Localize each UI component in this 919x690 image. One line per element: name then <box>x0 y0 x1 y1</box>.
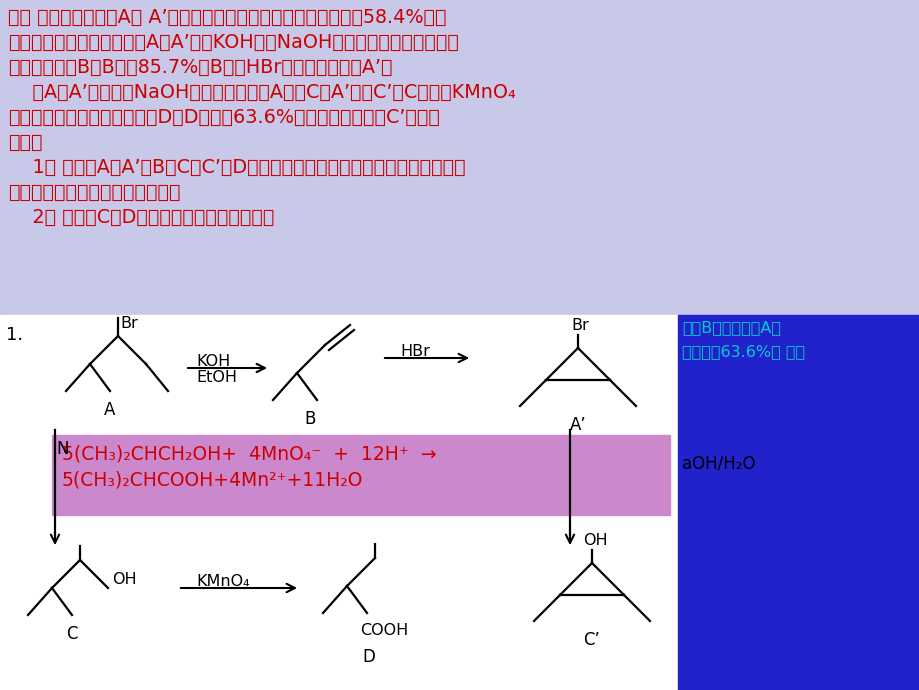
Text: KMnO₄: KMnO₄ <box>196 574 249 589</box>
Text: 1． 试写出A、A’、B、C、C’、D的结构简式，并据此画一框图，表示它们之: 1． 试写出A、A’、B、C、C’、D的结构简式，并据此画一框图，表示它们之 <box>8 158 465 177</box>
Text: 5(CH₃)₂CHCOOH+4Mn²⁺+11H₂O: 5(CH₃)₂CHCOOH+4Mn²⁺+11H₂O <box>62 471 363 490</box>
Text: 氧化。: 氧化。 <box>8 133 42 152</box>
Text: COOH: COOH <box>359 623 408 638</box>
Text: 2． 试写出C～D的氧化反应的离子方程式。: 2． 试写出C～D的氧化反应的离子方程式。 <box>8 208 274 227</box>
Text: 间的联系，但是不必写反应条件。: 间的联系，但是不必写反应条件。 <box>8 183 180 202</box>
Text: D: D <box>362 648 375 666</box>
Text: N: N <box>56 440 68 458</box>
Text: 氢含量为63.6%， 符合: 氢含量为63.6%， 符合 <box>681 344 804 359</box>
Text: 5(CH₃)₂CHCH₂OH+  4MnO₄⁻  +  12H⁺  →: 5(CH₃)₂CHCH₂OH+ 4MnO₄⁻ + 12H⁺ → <box>62 444 437 463</box>
Text: C’: C’ <box>583 631 600 649</box>
Text: aOH/H₂O: aOH/H₂O <box>681 455 754 473</box>
Text: B: B <box>304 410 315 428</box>
Text: C: C <box>66 625 78 643</box>
Bar <box>677 315 919 690</box>
Text: OH: OH <box>112 573 137 587</box>
Text: HBr: HBr <box>400 344 429 359</box>
Text: Br: Br <box>571 318 588 333</box>
Text: 三． 两个有机化合物A和 A’，互为同分异构体，其元素分析都含源58.4%（其: 三． 两个有机化合物A和 A’，互为同分异构体，其元素分析都含源58.4%（其 <box>8 8 446 27</box>
Text: 酸性溶液氧化得到酸性化合物D，D中含硩63.6%；而在同样条件下C’却不被: 酸性溶液氧化得到酸性化合物D，D中含硩63.6%；而在同样条件下C’却不被 <box>8 108 439 127</box>
Text: EtOH: EtOH <box>196 370 237 385</box>
Text: 到气态化合物B，B含硩85.7%。B跟浓HBr作用得到化合物A’。: 到气态化合物B，B含硩85.7%。B跟浓HBr作用得到化合物A’。 <box>8 58 392 77</box>
Text: OH: OH <box>583 533 607 548</box>
Bar <box>0 315 677 690</box>
Text: A: A <box>104 401 116 419</box>
Bar <box>52 435 669 515</box>
Text: 将A、A’分别跟稀NaOH溶液微微加热，A得到C；A’得到C’。C可以被KMnO₄: 将A、A’分别跟稀NaOH溶液微微加热，A得到C；A’得到C’。C可以被KMnO… <box>8 83 516 102</box>
Text: 它元素数据不全，下同）。A、A’在浓KOH（或NaOH）的乙醇溶液中强热都得: 它元素数据不全，下同）。A、A’在浓KOH（或NaOH）的乙醇溶液中强热都得 <box>8 33 459 52</box>
Text: KOH: KOH <box>196 354 230 369</box>
Text: ，故B是单烯烃，A、: ，故B是单烯烃，A、 <box>681 320 780 335</box>
Text: 1.: 1. <box>6 326 23 344</box>
Text: Br: Br <box>119 316 138 331</box>
Text: A’: A’ <box>569 416 585 434</box>
Bar <box>0 0 919 315</box>
